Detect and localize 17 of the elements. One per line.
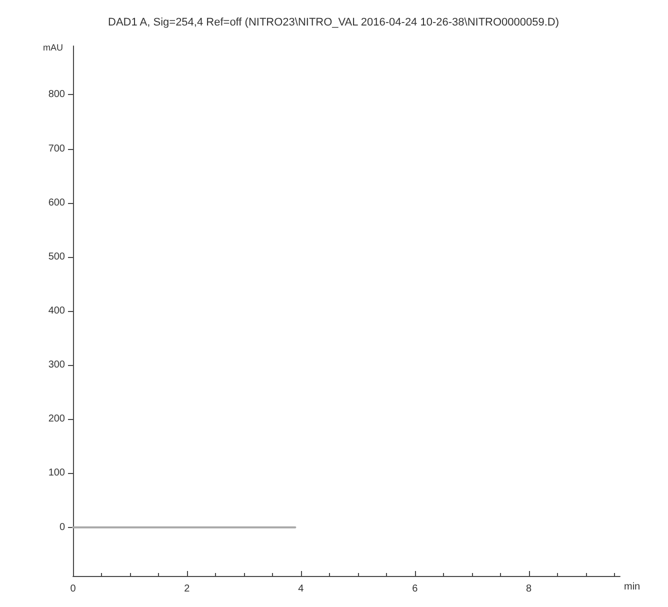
y-axis-title: mAU xyxy=(43,42,63,52)
y-tick-label: 600 xyxy=(48,197,66,208)
y-tick-label: 800 xyxy=(48,89,66,100)
x-tick-label: 8 xyxy=(526,584,532,594)
y-tick-label: 500 xyxy=(48,251,66,262)
x-tick-label: 2 xyxy=(184,584,190,594)
y-tick-label: 400 xyxy=(48,306,66,316)
x-tick-label: 6 xyxy=(412,584,418,594)
y-tick-label: 200 xyxy=(48,414,66,425)
x-tick-label: 0 xyxy=(70,584,76,594)
y-tick-label: 0 xyxy=(59,522,66,533)
y-tick-label: 300 xyxy=(48,360,66,371)
y-tick-label: 700 xyxy=(48,143,66,154)
x-axis-title: min xyxy=(624,582,640,592)
y-tick-label: 100 xyxy=(48,468,66,479)
chart-title: DAD1 A, Sig=254,4 Ref=off (NITRO23\NITRO_VAL 2016-04-24 10-26-38\NITRO0000059.D) xyxy=(108,16,560,28)
x-tick-label: 4 xyxy=(298,584,304,594)
